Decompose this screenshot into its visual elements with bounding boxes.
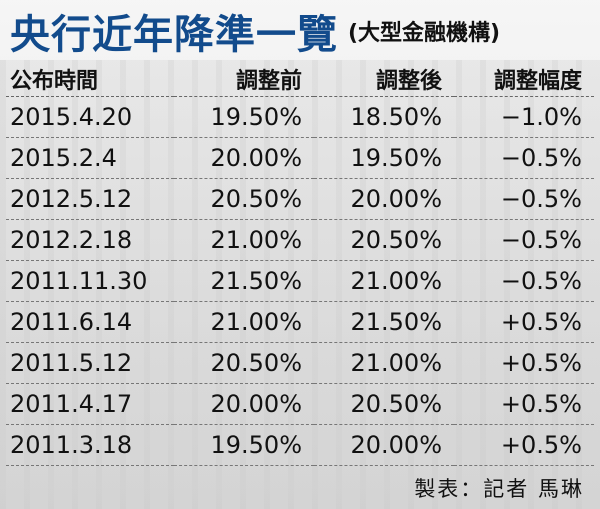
table-row: 2011.4.17 20.00% 20.50% +0.5% xyxy=(6,383,594,425)
cell-change: −0.5% xyxy=(454,260,594,302)
table-header-row: 公布時間 調整前 調整後 調整幅度 xyxy=(6,62,594,97)
cell-after: 21.50% xyxy=(314,301,454,343)
cell-before: 21.00% xyxy=(174,301,314,343)
header-after: 調整後 xyxy=(314,62,454,97)
cell-date: 2015.2.4 xyxy=(6,137,174,179)
table-row: 2011.11.30 21.50% 21.00% −0.5% xyxy=(6,260,594,302)
header-before: 調整前 xyxy=(174,62,314,97)
page-subtitle: (大型金融機構) xyxy=(348,21,501,46)
table-row: 2012.2.18 21.00% 20.50% −0.5% xyxy=(6,219,594,261)
credit-line: 製表：記者 馬琳 xyxy=(414,477,584,501)
cell-change: −0.5% xyxy=(454,178,594,220)
cell-change: −0.5% xyxy=(454,219,594,261)
header-change: 調整幅度 xyxy=(454,62,594,97)
page-title: 央行近年降準一覽 xyxy=(10,12,338,58)
cell-after: 19.50% xyxy=(314,137,454,179)
header-announce-date: 公布時間 xyxy=(6,62,174,97)
cell-after: 20.50% xyxy=(314,219,454,261)
cell-date: 2012.2.18 xyxy=(6,219,174,261)
cell-date: 2015.4.20 xyxy=(6,96,174,138)
content: 央行近年降準一覽 (大型金融機構) 公布時間 調整前 調整後 調整幅度 2015… xyxy=(0,0,600,466)
cell-change: −1.0% xyxy=(454,96,594,138)
table-row: 2015.2.4 20.00% 19.50% −0.5% xyxy=(6,137,594,179)
cell-before: 19.50% xyxy=(174,424,314,466)
cell-date: 2011.6.14 xyxy=(6,301,174,343)
cell-date: 2011.3.18 xyxy=(6,424,174,466)
cell-after: 18.50% xyxy=(314,96,454,138)
cell-change: +0.5% xyxy=(454,342,594,384)
table-row: 2012.5.12 20.50% 20.00% −0.5% xyxy=(6,178,594,220)
cell-after: 20.00% xyxy=(314,178,454,220)
cell-change: +0.5% xyxy=(454,424,594,466)
table-row: 2011.6.14 21.00% 21.50% +0.5% xyxy=(6,301,594,343)
cell-before: 19.50% xyxy=(174,96,314,138)
cell-after: 20.00% xyxy=(314,424,454,466)
rate-table: 公布時間 調整前 調整後 調整幅度 2015.4.20 19.50% 18.50… xyxy=(6,62,594,466)
table-row: 2011.5.12 20.50% 21.00% +0.5% xyxy=(6,342,594,384)
cell-after: 20.50% xyxy=(314,383,454,425)
cell-date: 2011.11.30 xyxy=(6,260,174,302)
cell-before: 21.00% xyxy=(174,219,314,261)
cell-change: +0.5% xyxy=(454,301,594,343)
cell-before: 21.50% xyxy=(174,260,314,302)
cell-before: 20.00% xyxy=(174,137,314,179)
cell-after: 21.00% xyxy=(314,342,454,384)
title-row: 央行近年降準一覽 (大型金融機構) xyxy=(0,0,600,62)
table-row: 2015.4.20 19.50% 18.50% −1.0% xyxy=(6,96,594,138)
cell-date: 2011.4.17 xyxy=(6,383,174,425)
cell-before: 20.50% xyxy=(174,342,314,384)
cell-after: 21.00% xyxy=(314,260,454,302)
table-row: 2011.3.18 19.50% 20.00% +0.5% xyxy=(6,424,594,466)
cell-change: −0.5% xyxy=(454,137,594,179)
cell-before: 20.00% xyxy=(174,383,314,425)
cell-date: 2011.5.12 xyxy=(6,342,174,384)
cell-before: 20.50% xyxy=(174,178,314,220)
cell-change: +0.5% xyxy=(454,383,594,425)
cell-date: 2012.5.12 xyxy=(6,178,174,220)
